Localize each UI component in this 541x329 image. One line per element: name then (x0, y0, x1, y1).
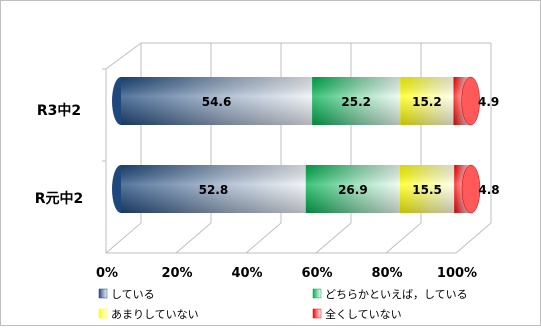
legend-swatch (98, 288, 108, 299)
x-tick-label: 0% (96, 266, 118, 281)
grid (102, 42, 492, 254)
bar-shading (312, 77, 401, 125)
labels: 0% 20% 40% 60% 80% 100% 54.6 25.2 15.2 4.9 R3中2 52.… (35, 95, 500, 281)
legend-swatch (98, 308, 108, 319)
bar-shading (121, 165, 306, 213)
floor-gridline (315, 222, 352, 254)
data-label: 52.8 (199, 183, 229, 197)
floor-gridline (385, 222, 422, 254)
data-label: 4.8 (478, 183, 499, 197)
category-label: R元中2 (35, 190, 84, 207)
x-tick-label: 40% (231, 266, 262, 281)
legend-label: 全くしていない (325, 307, 402, 321)
category-label: R3中2 (37, 102, 81, 119)
data-label: 15.2 (412, 95, 442, 109)
bar-cap-right (461, 164, 481, 214)
data-label: 25.2 (341, 95, 371, 109)
data-label: 54.6 (202, 95, 232, 109)
bar-shading (121, 77, 313, 125)
floor-gridline (105, 222, 142, 254)
legend-label: どちらかといえば，している (325, 288, 468, 301)
floor-gridline (245, 222, 282, 254)
legend-swatch (312, 288, 322, 299)
x-tick-label: 100% (437, 266, 477, 281)
floor-gridline (175, 222, 212, 254)
data-label: 15.5 (412, 183, 442, 197)
data-label: 4.9 (478, 95, 499, 109)
x-tick-label: 60% (301, 266, 332, 281)
x-tick-label: 80% (371, 266, 402, 281)
data-label: 26.9 (338, 183, 368, 197)
bar-shading (400, 77, 454, 125)
legend-label: あまりしていない (111, 308, 199, 321)
floor-gridline (455, 222, 492, 254)
legend-swatch (312, 308, 322, 319)
bar-cap-right (461, 76, 480, 126)
wall-top-edge (105, 42, 142, 70)
legend-label: している (111, 288, 155, 301)
x-tick-label: 20% (161, 266, 192, 281)
bar-shading (305, 165, 400, 213)
bars (112, 76, 481, 214)
bar-shading (399, 165, 455, 213)
